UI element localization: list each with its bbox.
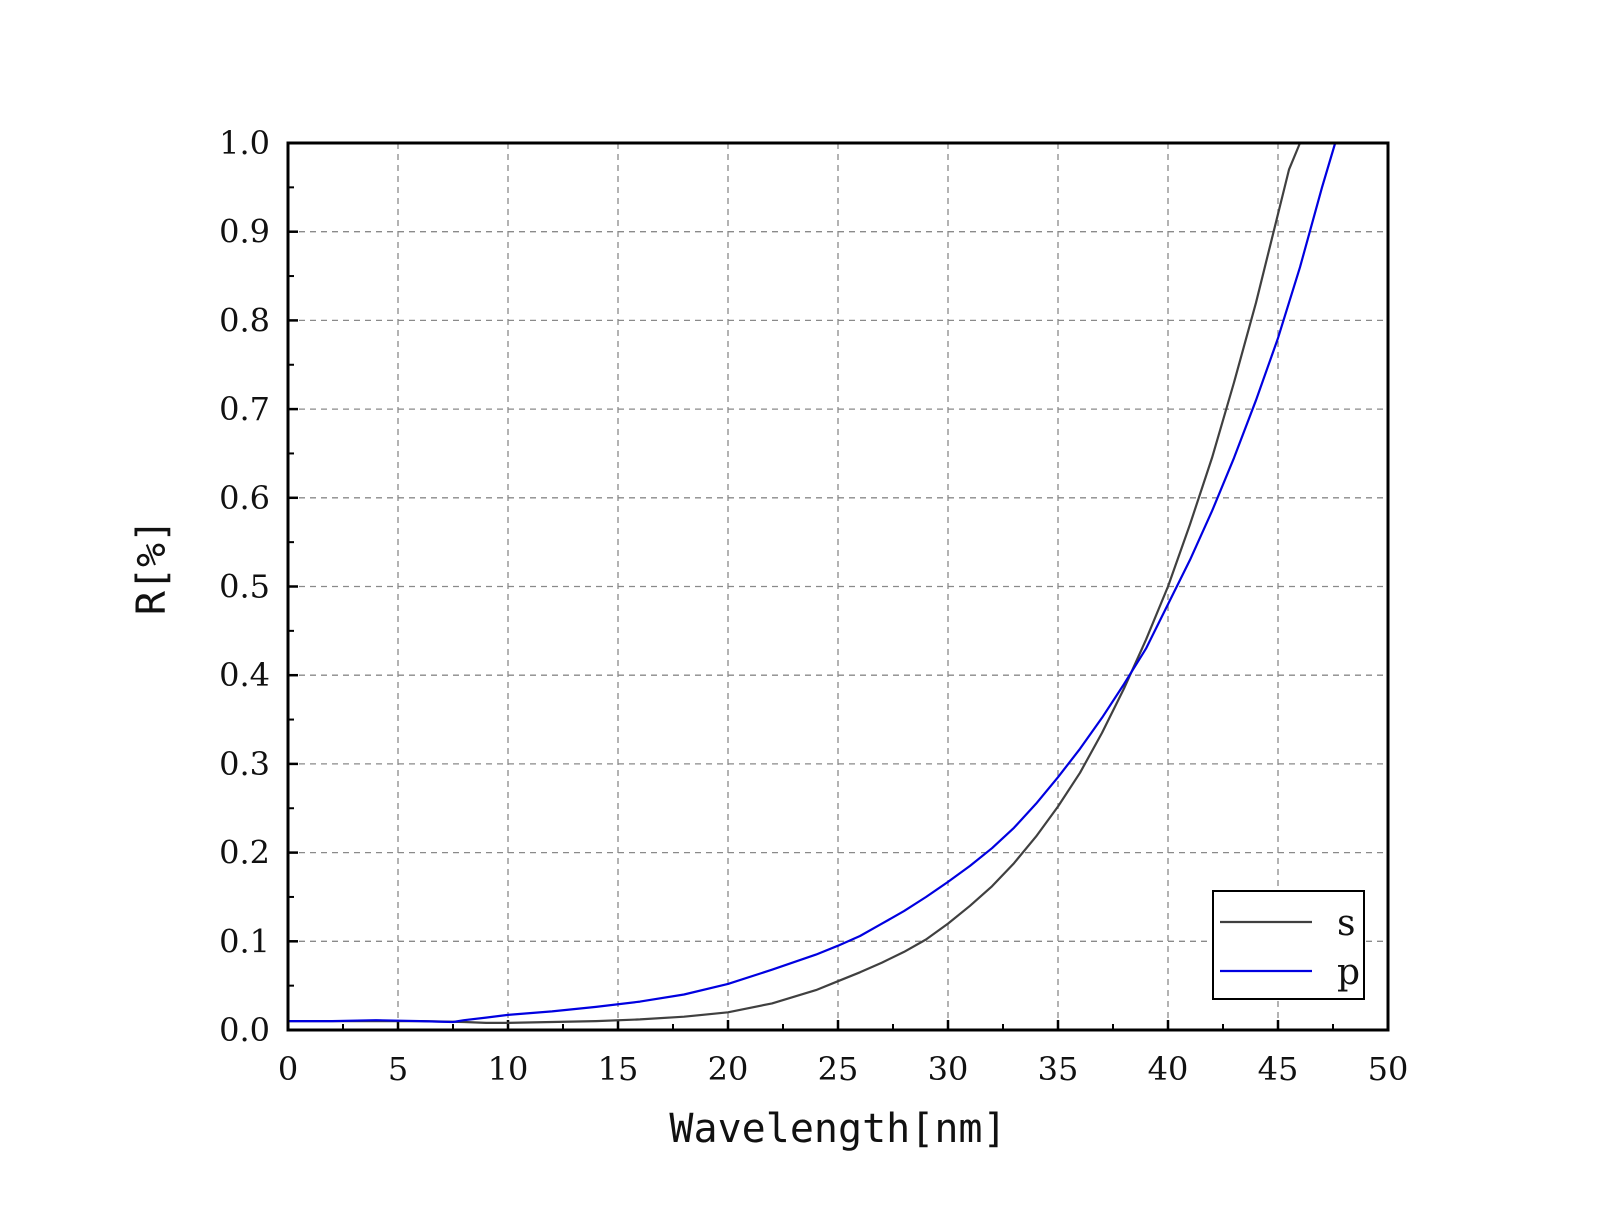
legend-label-p: p — [1337, 952, 1360, 993]
series-line-s — [288, 142, 1302, 1025]
legend-box — [1212, 890, 1365, 1000]
x-axis-title: Wavelength[nm] — [669, 1106, 1006, 1152]
x-tick-label: 0 — [278, 1050, 298, 1088]
y-tick-label: 1.0 — [219, 124, 270, 162]
legend-label-s: s — [1337, 903, 1355, 944]
x-tick-label: 35 — [1038, 1050, 1079, 1088]
x-tick-label: 50 — [1368, 1050, 1409, 1088]
y-tick-label: 0.8 — [219, 301, 270, 339]
y-tick-label: 0.0 — [219, 1011, 270, 1049]
x-tick-label: 20 — [708, 1050, 749, 1088]
x-tick-label: 5 — [388, 1050, 408, 1088]
series-layer — [288, 142, 1337, 1025]
x-tick-label: 45 — [1258, 1050, 1299, 1088]
y-tick-labels: 0.0 0.1 0.2 0.3 0.4 0.5 0.6 0.7 0.8 0.9 1.0 — [219, 124, 270, 1049]
y-tick-label: 0.5 — [219, 568, 270, 606]
y-tick-label: 0.4 — [219, 656, 270, 694]
y-tick-label: 0.6 — [219, 479, 270, 517]
x-tick-labels: 0 5 10 15 20 25 30 35 40 45 50 — [278, 1050, 1409, 1088]
y-tick-label: 0.9 — [219, 213, 270, 251]
plot-frame — [286, 141, 1390, 1032]
x-tick-label: 25 — [818, 1050, 859, 1088]
y-tick-label: 0.7 — [219, 390, 270, 428]
legend: s p — [1212, 890, 1365, 1000]
x-tick-label: 15 — [598, 1050, 639, 1088]
x-tick-label: 40 — [1148, 1050, 1189, 1088]
x-tick-label: 30 — [928, 1050, 969, 1088]
y-tick-label: 0.1 — [219, 922, 270, 960]
x-tick-label: 10 — [488, 1050, 529, 1088]
grid-lines — [288, 143, 1388, 1030]
series-line-p — [288, 142, 1337, 1024]
y-axis-title: R[%] — [129, 519, 175, 615]
y-tick-label: 0.3 — [219, 745, 270, 783]
y-tick-label: 0.2 — [219, 834, 270, 872]
